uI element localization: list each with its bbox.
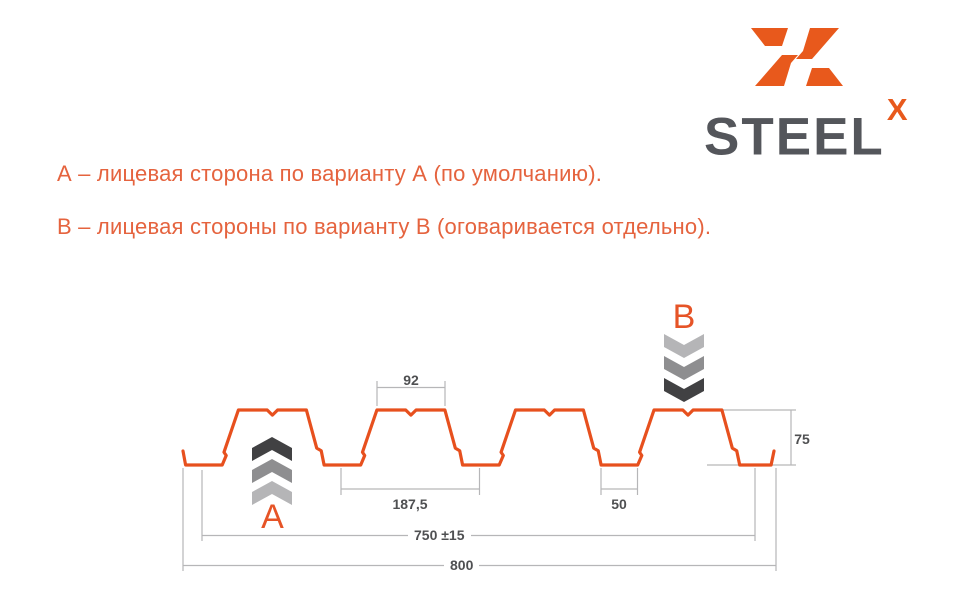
logo-word-steel: STEEL xyxy=(704,107,885,167)
caption-variant-a: А – лицевая сторона по варианту А (по ум… xyxy=(57,161,603,186)
label-side-b: B xyxy=(672,298,696,336)
logo-suffix-x: X xyxy=(886,92,908,127)
dimension-lines xyxy=(182,381,796,571)
logo-wordmark: STEELX xyxy=(704,92,964,167)
dim-pitch: 187,5 xyxy=(392,496,428,512)
dim-trough-width: 50 xyxy=(611,496,627,512)
dim-overall-width: 800 xyxy=(444,557,480,573)
profile-outline xyxy=(181,408,776,467)
chevrons-side-a xyxy=(252,437,292,505)
label-side-a: А xyxy=(261,498,284,536)
steelx-logo: STEELX xyxy=(670,0,970,164)
dim-height: 75 xyxy=(794,431,810,447)
caption-variant-b: B – лицевая стороны по варианту B (огова… xyxy=(57,214,712,239)
dim-working-width: 750 ±15 xyxy=(408,527,471,543)
dim-rib-top-width: 92 xyxy=(403,372,419,388)
chevrons-side-b xyxy=(664,334,704,402)
steelx-x-icon xyxy=(751,28,843,86)
